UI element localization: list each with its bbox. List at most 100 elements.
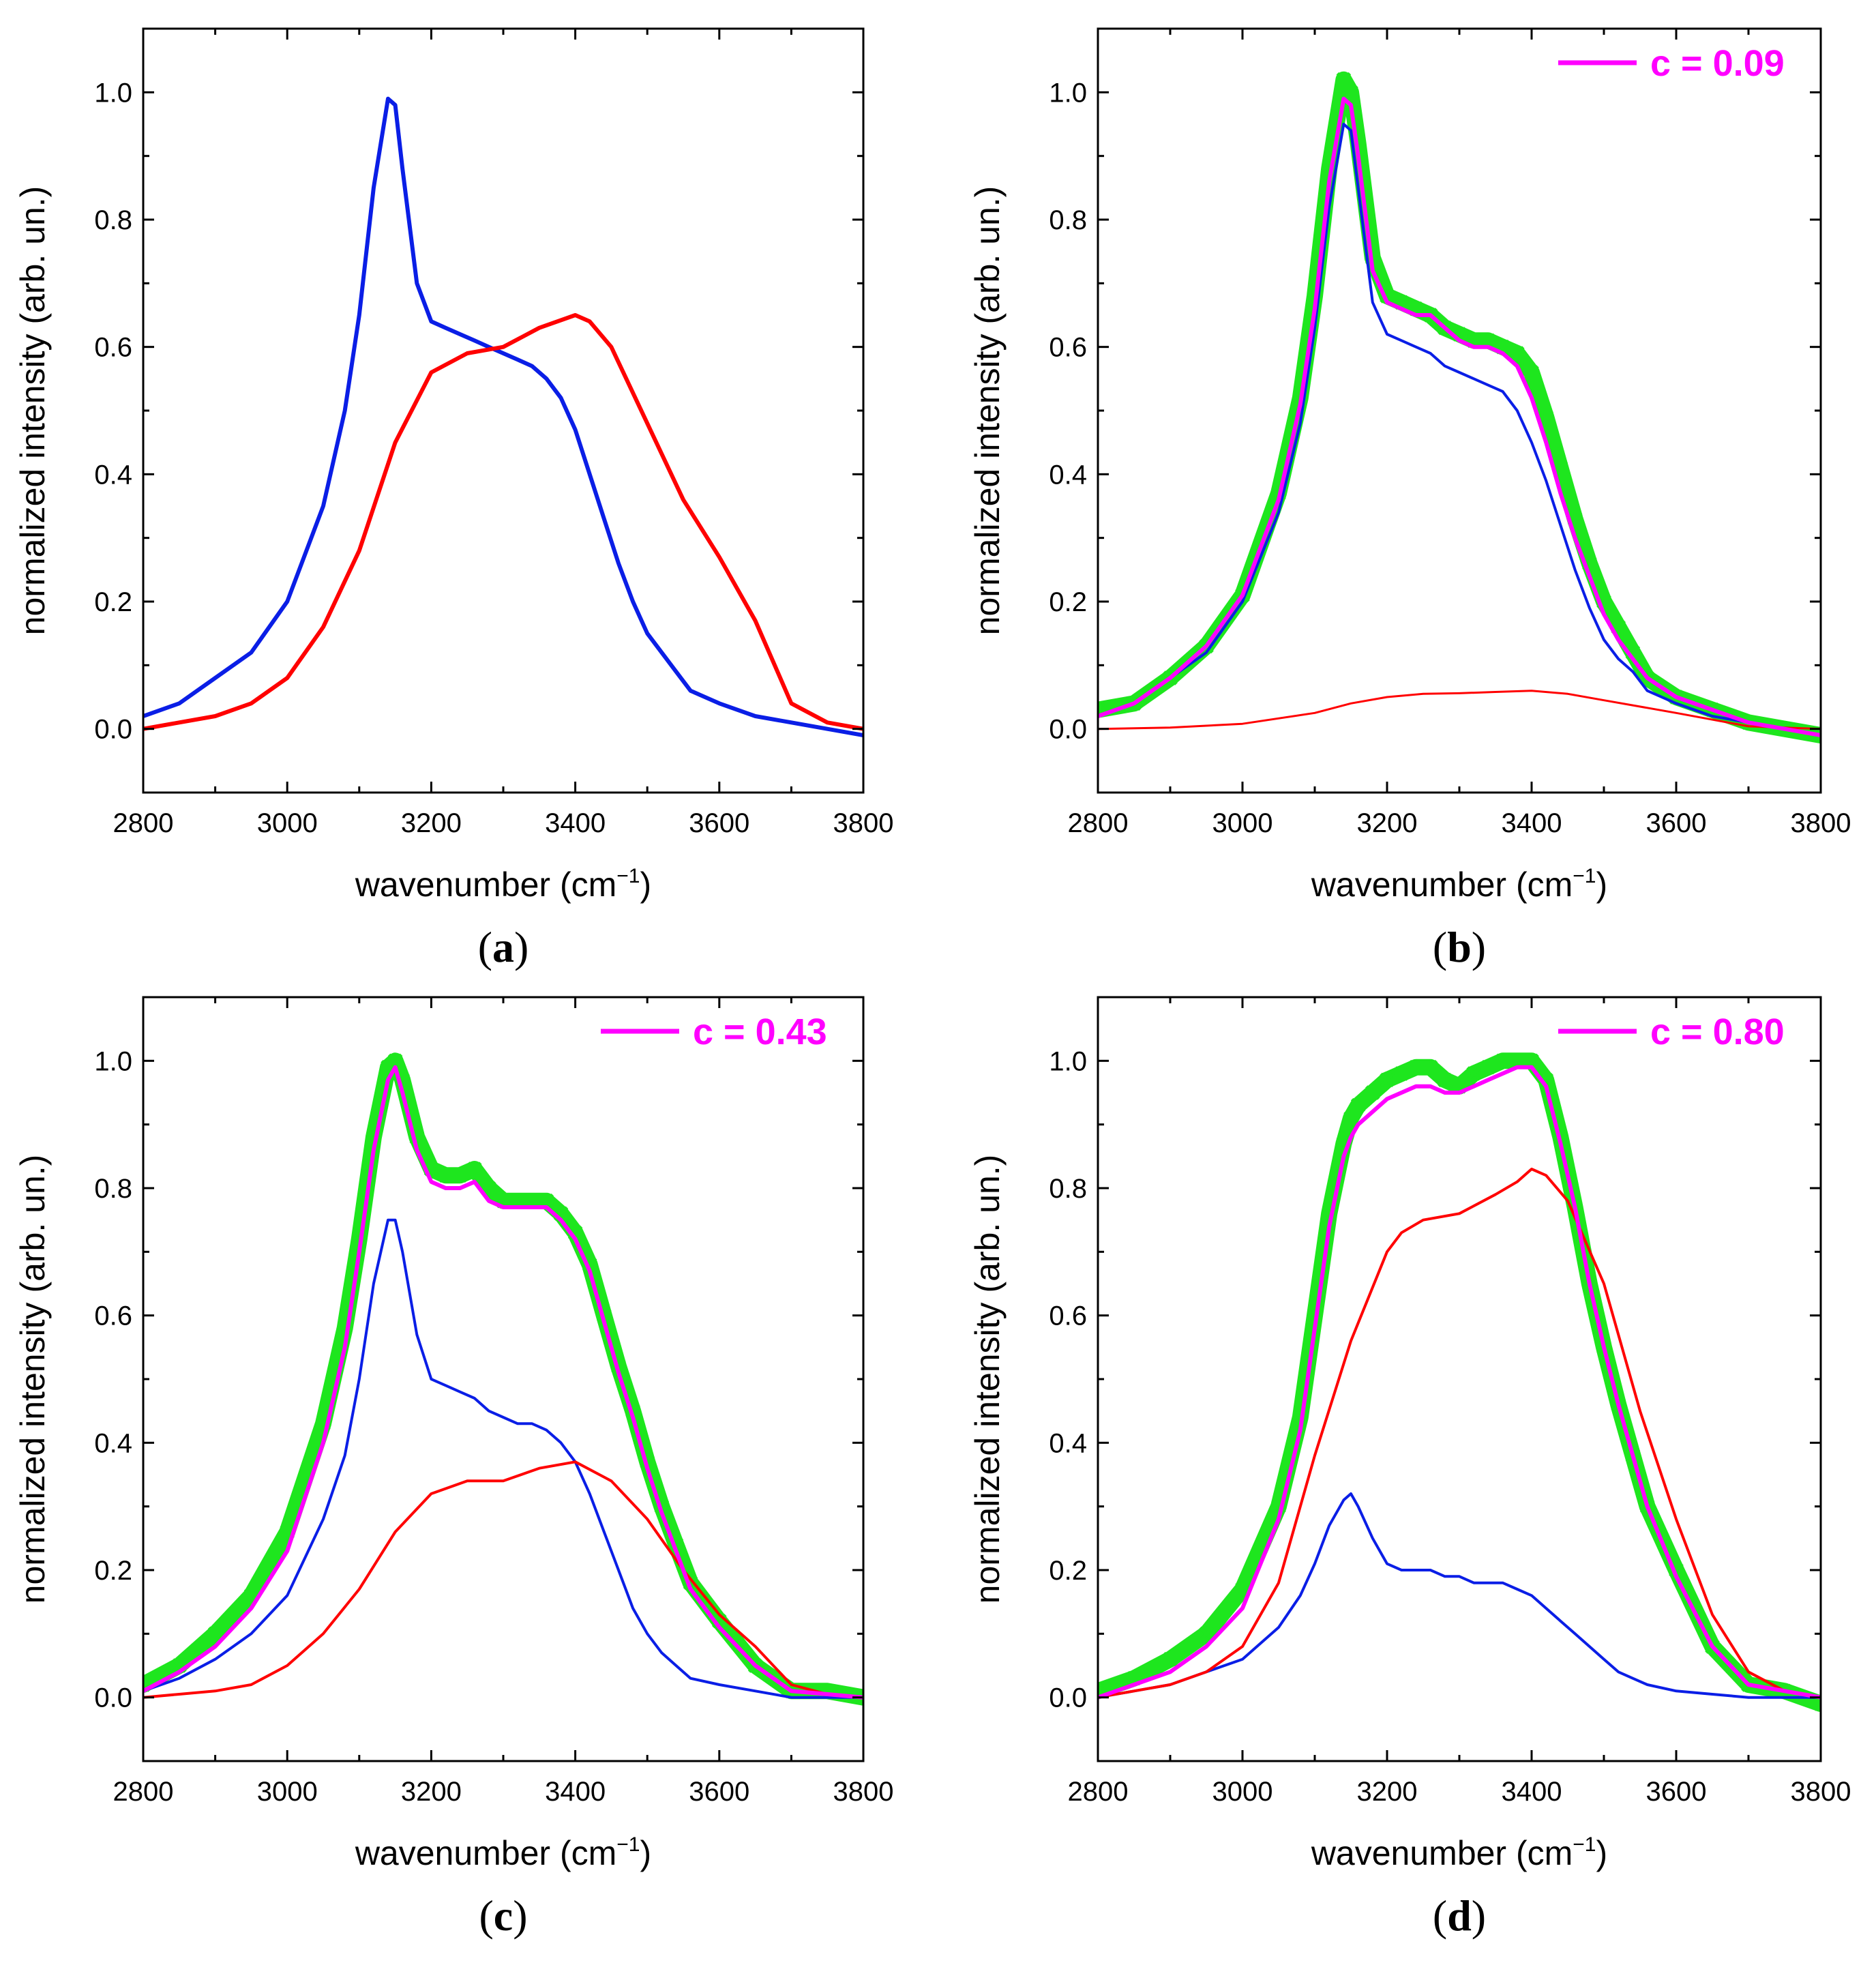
series-line-data <box>1098 1052 1821 1712</box>
data-point-marker <box>524 1193 540 1209</box>
data-point-marker <box>1510 1053 1525 1069</box>
y-tick-label: 0.2 <box>1049 587 1087 617</box>
x-axis-title-sup: −1 <box>1573 865 1596 887</box>
panel-label-close: ) <box>1472 923 1486 971</box>
panel-label-letter: d <box>1447 1891 1472 1940</box>
x-axis-title: wavenumber (cm−1) <box>355 1833 651 1872</box>
data-point-marker <box>207 1626 223 1642</box>
series-line-red <box>1098 690 1821 730</box>
data-point-marker <box>466 1162 482 1177</box>
panel-label-close: ) <box>514 923 528 971</box>
series-group <box>143 96 863 737</box>
x-tick-label: 3600 <box>1646 1777 1707 1807</box>
series-line-red <box>1098 1168 1821 1699</box>
chart-panel-d: 2800 3000 3200 3400 3600 3800 0.0 0.2 0.4 0.6 0.8 1… <box>968 996 1851 1940</box>
x-tick-label: 3400 <box>1502 1777 1562 1807</box>
data-point-marker <box>1163 1651 1178 1667</box>
x-tick-label: 3600 <box>1646 808 1707 838</box>
y-tick-label: 0.8 <box>1049 205 1087 235</box>
x-axis-title-main: wavenumber (cm <box>355 1834 616 1872</box>
panel-label: (c) <box>479 1891 527 1940</box>
x-axis-title: wavenumber (cm−1) <box>1311 1833 1607 1872</box>
y-tick-label: 0.4 <box>94 1428 132 1458</box>
y-tick-label: 0.6 <box>94 1301 132 1331</box>
y-tick-label: 0.0 <box>1049 715 1087 745</box>
x-tick-label: 3800 <box>1791 808 1851 838</box>
data-point-marker <box>438 1168 453 1183</box>
series-line-red <box>143 313 863 731</box>
x-tick-label: 3400 <box>545 808 606 838</box>
y-tick-label: 1.0 <box>94 78 132 108</box>
series-line-fit <box>143 1065 863 1700</box>
series-group <box>1098 1052 1821 1712</box>
series-line-fit <box>1098 96 1821 737</box>
panel-label-close: ) <box>1472 1891 1486 1940</box>
data-point-marker <box>1343 85 1358 100</box>
data-point-marker <box>1350 1097 1366 1113</box>
chart-panel-a: 2800 3000 3200 3400 3600 3800 0.0 0.2 0.4 0.6 0.8 1… <box>14 27 894 971</box>
data-point-marker <box>539 1193 554 1209</box>
x-axis-title-tail: ) <box>1596 1834 1608 1872</box>
x-axis-title-sup: −1 <box>616 865 640 887</box>
x-axis-title: wavenumber (cm−1) <box>1311 865 1607 904</box>
x-tick-label: 3600 <box>689 808 749 838</box>
data-point-marker <box>1495 1053 1510 1069</box>
plot-frame <box>1097 27 1822 794</box>
y-tick-label: 0.8 <box>94 1174 132 1204</box>
data-point-marker <box>1524 1053 1539 1069</box>
x-tick-label: 3200 <box>1357 808 1418 838</box>
series-line-data <box>143 1052 863 1706</box>
series-line-blue <box>1098 1492 1821 1699</box>
y-tick-label: 0.6 <box>1049 1301 1087 1331</box>
data-point-marker <box>1365 1085 1380 1100</box>
y-tick-label: 0.2 <box>94 1556 132 1586</box>
legend-label: c = 0.80 <box>1650 1011 1785 1052</box>
series-group <box>143 1052 863 1706</box>
plot-frame <box>142 27 865 794</box>
y-tick-label: 0.6 <box>94 333 132 363</box>
x-tick-label: 3800 <box>1791 1777 1851 1807</box>
x-axis-title-sup: −1 <box>1573 1833 1596 1856</box>
x-tick-label: 3200 <box>401 808 462 838</box>
legend-label: c = 0.43 <box>693 1011 827 1052</box>
x-tick-label: 3000 <box>257 808 318 838</box>
y-tick-label: 0.4 <box>94 460 132 490</box>
series-line-blue <box>143 96 863 737</box>
data-point-marker <box>1380 1072 1395 1088</box>
x-tick-label: 2800 <box>113 808 174 838</box>
y-tick-label: 1.0 <box>94 1046 132 1076</box>
y-tick-label: 0.8 <box>1049 1174 1087 1204</box>
y-tick-label: 1.0 <box>1049 78 1087 108</box>
x-tick-label: 3200 <box>401 1777 462 1807</box>
x-tick-label: 3400 <box>1502 808 1562 838</box>
data-point-marker <box>452 1168 468 1183</box>
data-point-marker <box>1538 409 1553 425</box>
x-tick-label: 2800 <box>1068 1777 1129 1807</box>
panel-label: (a) <box>478 923 529 971</box>
y-axis-title: normalized intensity (arb. un.) <box>968 1155 1007 1604</box>
data-point-marker <box>1394 1066 1409 1081</box>
data-point-marker <box>1199 1626 1214 1642</box>
x-tick-label: 3200 <box>1357 1777 1418 1807</box>
y-axis-title: normalized intensity (arb. un.) <box>14 1155 52 1604</box>
panel-label-open: ( <box>479 1891 493 1940</box>
data-point-marker <box>1423 1059 1438 1075</box>
x-tick-label: 3400 <box>545 1777 606 1807</box>
y-tick-label: 0.0 <box>94 715 132 745</box>
data-point-marker <box>1408 1059 1424 1075</box>
x-axis-title-tail: ) <box>1596 866 1608 904</box>
x-tick-label: 3800 <box>833 808 894 838</box>
series-line-fit <box>1098 1065 1821 1700</box>
data-point-marker <box>1480 1059 1496 1075</box>
y-tick-label: 0.2 <box>94 587 132 617</box>
series-line-blue <box>1098 123 1821 737</box>
data-point-marker <box>387 1053 403 1069</box>
data-point-marker <box>1466 1066 1481 1081</box>
panel-label-letter: a <box>492 923 514 971</box>
y-tick-label: 0.0 <box>1049 1683 1087 1713</box>
y-axis-title: normalized intensity (arb. un.) <box>14 186 52 636</box>
y-tick-label: 0.0 <box>94 1683 132 1713</box>
series-line-red <box>143 1460 863 1699</box>
y-tick-label: 0.4 <box>1049 1428 1087 1458</box>
